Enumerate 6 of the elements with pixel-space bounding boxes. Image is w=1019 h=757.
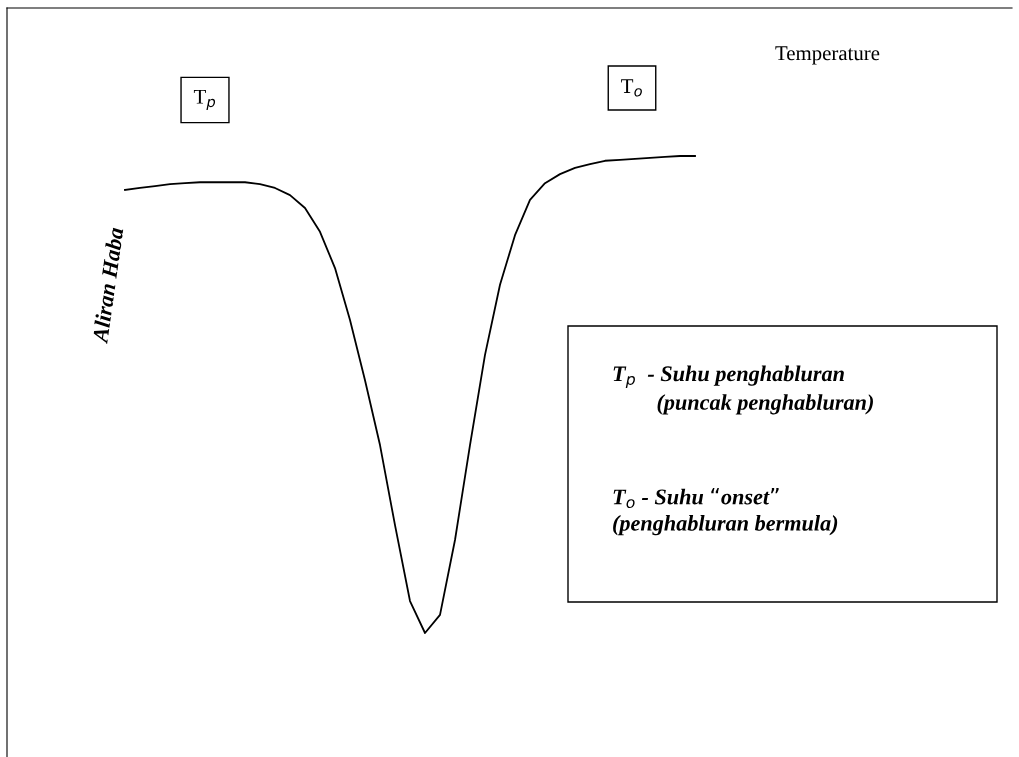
text: T$_{p}$ <box>193 89 216 110</box>
text: T$_{o}$ <box>621 79 642 97</box>
text: Temperature <box>775 46 880 65</box>
y-axis-title: Aliran Haba <box>91 226 124 345</box>
annotation: T$_{p}$ - Suhu penghabluran (puncak penghabluran) <box>613 365 873 415</box>
annotation: T$_{o}$ - Suhu “onset” (penghabluran bermula) <box>613 488 838 536</box>
